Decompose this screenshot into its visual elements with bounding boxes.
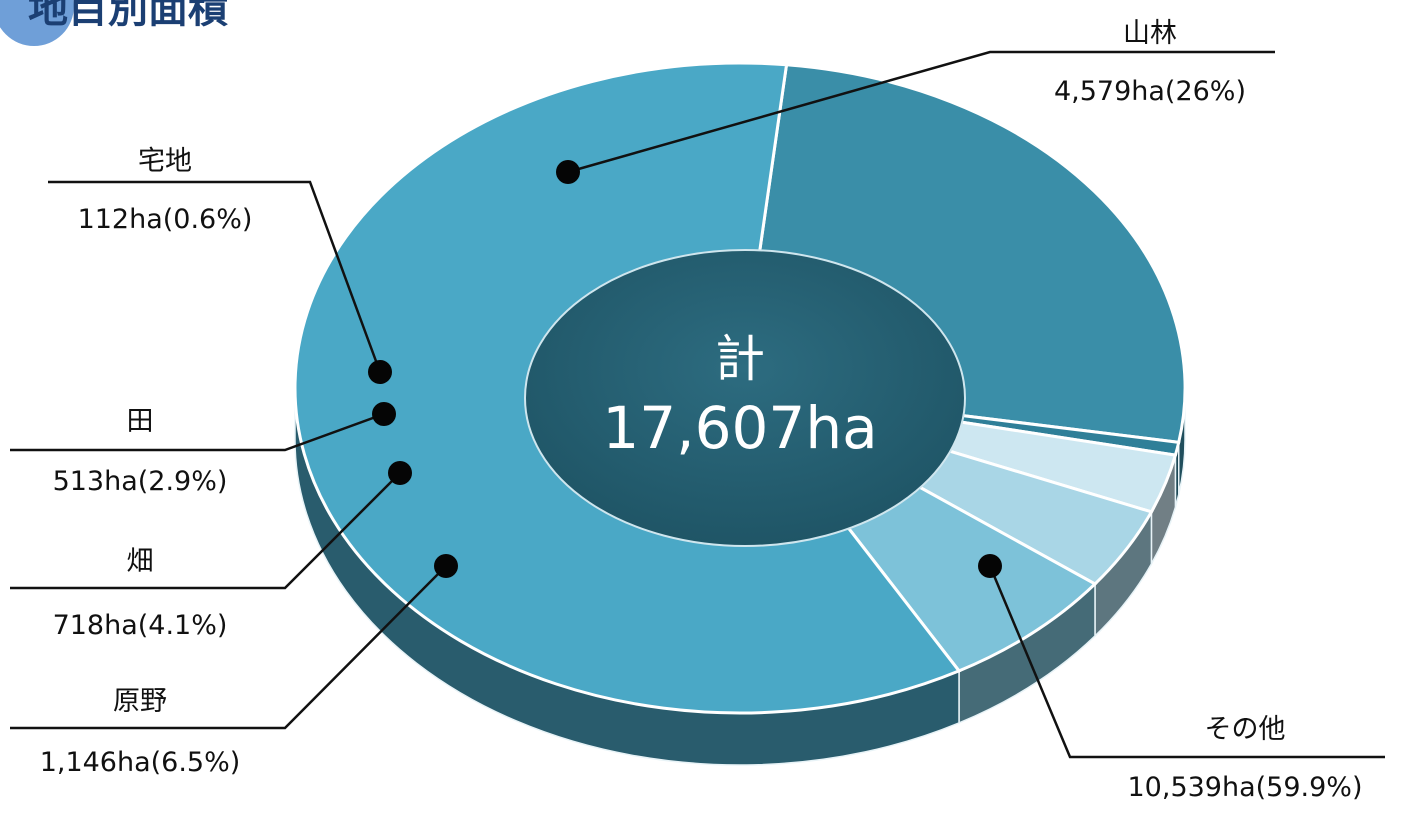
slice-category-label: 宅地 <box>138 146 192 177</box>
title-badge-icon <box>0 0 74 46</box>
slice-value-label: 112ha(0.6%) <box>78 204 253 235</box>
slice-category-label: 原野 <box>113 686 167 717</box>
leader-dot-2 <box>372 402 396 426</box>
slice-value-label: 10,539ha(59.9%) <box>1128 772 1363 803</box>
center-hole <box>524 249 966 547</box>
leader-line-3 <box>10 472 401 590</box>
slice-category-label: 畑 <box>127 546 154 577</box>
slice-value-label: 513ha(2.9%) <box>53 466 228 497</box>
leader-line-1 <box>48 180 382 373</box>
leader-dot-4 <box>434 554 458 578</box>
leader-line-2 <box>10 412 385 452</box>
slice-category-label: 田 <box>127 406 154 437</box>
slice-callouts: 山林 4,579ha(26%) 宅地 112ha(0.6%) 田 513ha(2.9%) 畑… <box>10 18 1385 803</box>
leader-dot-5 <box>978 554 1002 578</box>
center-label: 計 <box>715 330 765 388</box>
slice-value-label: 718ha(4.1%) <box>53 610 228 641</box>
slice-category-label: その他 <box>1205 714 1286 745</box>
chart-title: 地目別面積 <box>28 0 228 32</box>
slice-category-label: 山林 <box>1123 18 1177 49</box>
leader-dot-3 <box>388 461 412 485</box>
leader-line-0 <box>567 50 1275 174</box>
leader-dot-0 <box>556 160 580 184</box>
center-total: 17,607ha <box>602 394 877 462</box>
slice-value-label: 1,146ha(6.5%) <box>40 747 241 778</box>
leader-line-5 <box>988 565 1385 759</box>
slice-value-label: 4,579ha(26%) <box>1054 76 1246 107</box>
leader-line-4 <box>10 565 447 730</box>
leader-dot-1 <box>368 360 392 384</box>
